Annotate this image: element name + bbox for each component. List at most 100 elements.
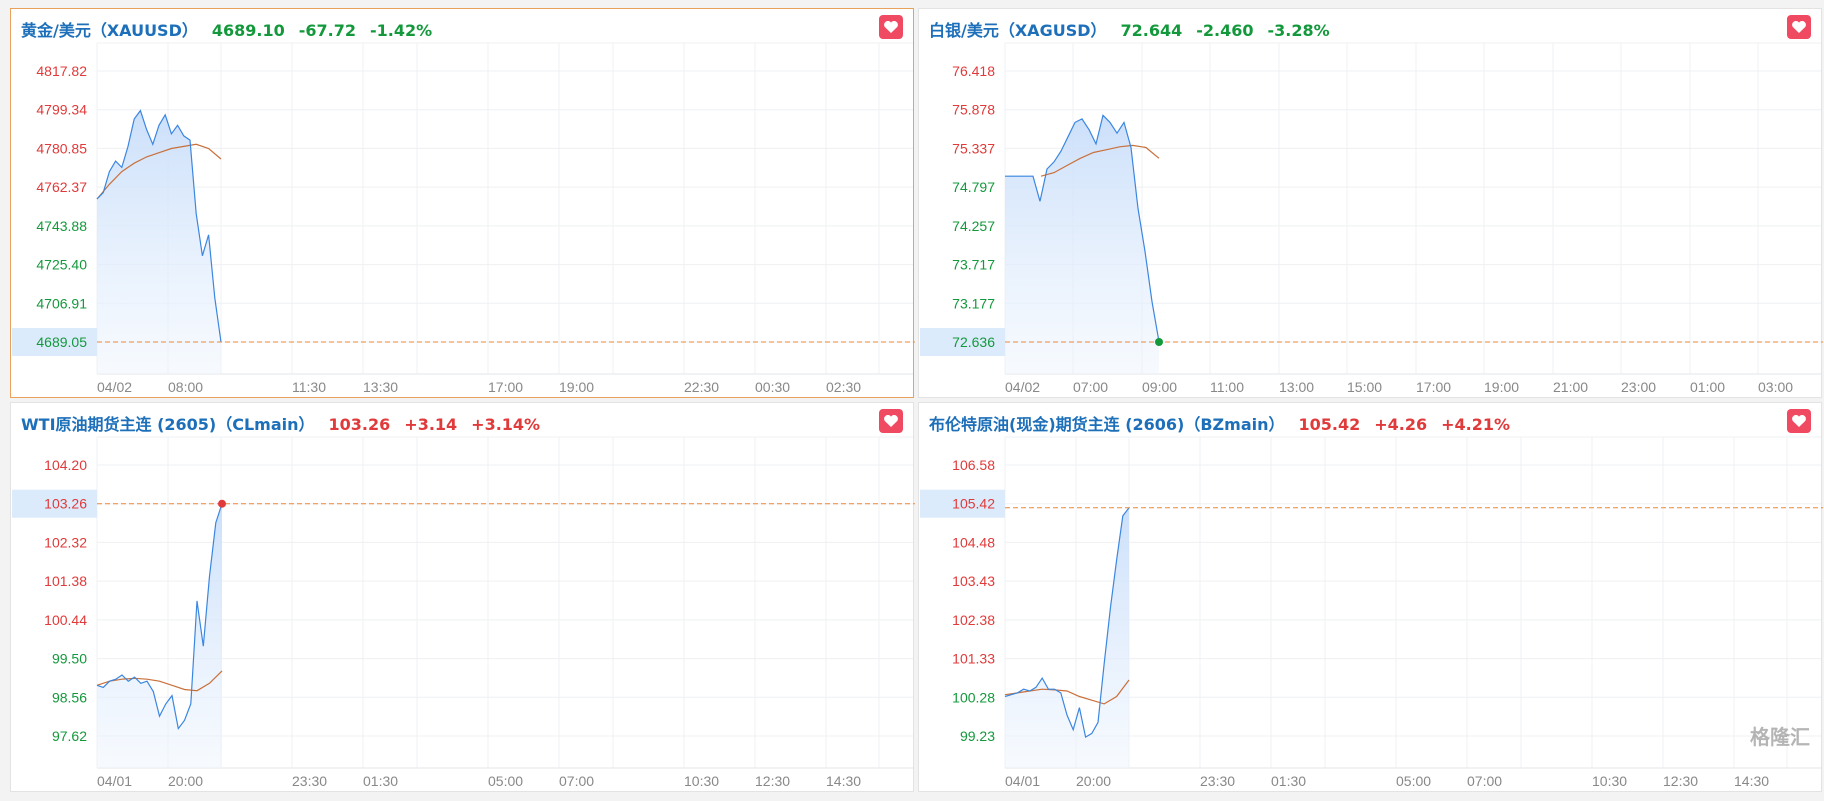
y-tick-label: 75.337 bbox=[952, 140, 995, 156]
panel-header: 白银/美元（XAGUSD） 72.644 -2.460 -3.28% bbox=[929, 17, 1330, 45]
average-price-line bbox=[96, 670, 223, 692]
quote-panel[interactable]: 白银/美元（XAGUSD） 72.644 -2.460 -3.28% 76.418 75… bbox=[918, 8, 1823, 399]
current-price-marker bbox=[920, 328, 1005, 356]
y-tick-label: 102.38 bbox=[952, 612, 995, 628]
x-tick-label: 23:00 bbox=[1621, 379, 1656, 395]
current-price-marker bbox=[12, 328, 97, 356]
x-tick-label: 14:30 bbox=[826, 773, 861, 789]
x-tick-label: 17:00 bbox=[1416, 379, 1451, 395]
x-tick-label: 04/02 bbox=[97, 379, 132, 395]
x-tick-label: 17:00 bbox=[488, 379, 523, 395]
y-tick-label: 4780.85 bbox=[36, 140, 87, 156]
x-tick-label: 23:30 bbox=[292, 773, 327, 789]
y-tick-label: 4743.88 bbox=[36, 218, 87, 234]
price-area bbox=[97, 110, 221, 374]
x-tick-label: 20:00 bbox=[168, 773, 203, 789]
y-tick-label: 4689.05 bbox=[36, 334, 87, 350]
heart-icon bbox=[884, 21, 898, 33]
x-tick-label: 13:30 bbox=[363, 379, 398, 395]
y-tick-label: 4706.91 bbox=[36, 295, 87, 311]
x-tick-label: 07:00 bbox=[1467, 773, 1502, 789]
x-tick-label: 05:00 bbox=[488, 773, 523, 789]
panel-header: WTI原油期货主连 (2605)（CLmain） 103.26 +3.14 +3.14… bbox=[21, 411, 540, 439]
y-tick-label: 97.62 bbox=[52, 728, 87, 744]
x-tick-label: 01:30 bbox=[1271, 773, 1306, 789]
current-price-marker bbox=[12, 489, 97, 518]
instrument-name[interactable]: WTI原油期货主连 (2605)（CLmain） bbox=[21, 415, 315, 434]
average-price-line bbox=[96, 143, 222, 200]
y-tick-label: 76.418 bbox=[952, 63, 995, 79]
y-tick-label: 99.50 bbox=[52, 651, 87, 667]
instrument-name[interactable]: 白银/美元（XAGUSD） bbox=[929, 21, 1107, 40]
y-tick-label: 74.257 bbox=[952, 218, 995, 234]
price-chart[interactable]: 76.418 75.878 75.337 74.797 74.257 73.717 73.1… bbox=[919, 9, 1823, 399]
x-tick-label: 09:00 bbox=[1142, 379, 1177, 395]
price-line bbox=[96, 503, 223, 731]
x-tick-label: 22:30 bbox=[684, 379, 719, 395]
quote-panel[interactable]: 布伦特原油(现金)期货主连 (2606)（BZmain） 105.42 +4.26 +… bbox=[918, 402, 1823, 793]
price-change: +3.14 bbox=[404, 415, 458, 434]
last-price: 105.42 bbox=[1298, 415, 1361, 434]
x-tick-label: 12:30 bbox=[1663, 773, 1698, 789]
percent-change: +3.14% bbox=[471, 415, 541, 434]
x-tick-label: 15:00 bbox=[1347, 379, 1382, 395]
y-tick-label: 4817.82 bbox=[36, 63, 87, 79]
price-line bbox=[1005, 114, 1160, 342]
x-tick-label: 04/02 bbox=[1005, 379, 1040, 395]
price-line bbox=[96, 109, 222, 343]
last-price: 4689.10 bbox=[211, 21, 285, 40]
y-tick-label: 4762.37 bbox=[36, 179, 87, 195]
x-tick-label: 13:00 bbox=[1279, 379, 1314, 395]
heart-icon bbox=[884, 415, 898, 427]
x-tick-label: 08:00 bbox=[168, 379, 203, 395]
x-tick-label: 01:30 bbox=[363, 773, 398, 789]
current-price-marker bbox=[920, 489, 1005, 518]
x-tick-label: 03:00 bbox=[1758, 379, 1793, 395]
y-tick-label: 106.58 bbox=[952, 457, 995, 473]
x-tick-label: 11:00 bbox=[1210, 379, 1244, 395]
x-tick-label: 02:30 bbox=[826, 379, 861, 395]
percent-change: +4.21% bbox=[1441, 415, 1511, 434]
y-tick-label: 102.32 bbox=[44, 534, 87, 550]
y-tick-label: 105.42 bbox=[952, 496, 995, 512]
price-chart[interactable]: 104.20 103.26 102.32 101.38 100.44 99.50 98.56… bbox=[11, 403, 915, 793]
last-price: 103.26 bbox=[328, 415, 391, 434]
panel-header: 布伦特原油(现金)期货主连 (2606)（BZmain） 105.42 +4.26 +… bbox=[929, 411, 1510, 439]
x-tick-label: 14:30 bbox=[1734, 773, 1769, 789]
latest-point bbox=[1155, 338, 1163, 346]
instrument-name[interactable]: 布伦特原油(现金)期货主连 (2606)（BZmain） bbox=[929, 415, 1285, 434]
x-tick-label: 00:30 bbox=[755, 379, 790, 395]
price-area bbox=[1005, 507, 1129, 768]
x-tick-label: 07:00 bbox=[559, 773, 594, 789]
price-chart[interactable]: 4817.82 4799.34 4780.85 4762.37 4743.88 4725.… bbox=[11, 9, 915, 399]
x-tick-label: 23:30 bbox=[1200, 773, 1235, 789]
favorite-button[interactable] bbox=[879, 409, 903, 433]
x-tick-label: 20:00 bbox=[1076, 773, 1111, 789]
x-tick-label: 10:30 bbox=[1592, 773, 1627, 789]
price-chart[interactable]: 106.58 105.42 104.48 103.43 102.38 101.33 100.… bbox=[919, 403, 1823, 793]
average-price-line bbox=[1040, 144, 1160, 177]
y-tick-label: 103.26 bbox=[44, 496, 87, 512]
price-change: -2.460 bbox=[1196, 21, 1254, 40]
price-line bbox=[1004, 507, 1130, 739]
favorite-button[interactable] bbox=[1787, 15, 1811, 39]
favorite-button[interactable] bbox=[879, 15, 903, 39]
x-tick-label: 04/01 bbox=[1005, 773, 1040, 789]
x-tick-label: 21:00 bbox=[1553, 379, 1588, 395]
instrument-name[interactable]: 黄金/美元（XAUUSD） bbox=[21, 21, 198, 40]
y-tick-label: 104.48 bbox=[952, 534, 995, 550]
price-area bbox=[97, 503, 222, 768]
x-tick-label: 05:00 bbox=[1396, 773, 1431, 789]
x-tick-label: 19:00 bbox=[559, 379, 594, 395]
x-tick-label: 12:30 bbox=[755, 773, 790, 789]
average-price-line bbox=[1004, 679, 1130, 705]
quote-panel[interactable]: WTI原油期货主连 (2605)（CLmain） 103.26 +3.14 +3.14… bbox=[10, 402, 915, 793]
y-tick-label: 72.636 bbox=[952, 334, 995, 350]
panel-header: 黄金/美元（XAUUSD） 4689.10 -67.72 -1.42% bbox=[21, 17, 432, 45]
y-tick-label: 75.878 bbox=[952, 102, 995, 118]
last-price: 72.644 bbox=[1120, 21, 1183, 40]
favorite-button[interactable] bbox=[1787, 409, 1811, 433]
x-tick-label: 01:00 bbox=[1690, 379, 1725, 395]
quote-panel[interactable]: 黄金/美元（XAUUSD） 4689.10 -67.72 -1.42% 4817.82… bbox=[10, 8, 915, 399]
x-tick-label: 07:00 bbox=[1073, 379, 1108, 395]
